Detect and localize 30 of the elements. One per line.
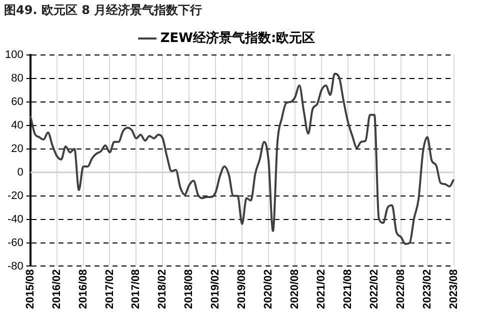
y-tick-label: -80 bbox=[7, 260, 24, 272]
y-tick-label: 80 bbox=[11, 72, 24, 84]
x-tick-label: 2017/02 bbox=[104, 269, 116, 310]
y-tick-label: 0 bbox=[17, 166, 24, 178]
x-tick-label: 2019/02 bbox=[210, 269, 222, 310]
y-tick-label: 100 bbox=[4, 49, 24, 62]
y-tick-label: -60 bbox=[7, 236, 24, 249]
x-tick-label: 2016/02 bbox=[50, 269, 63, 310]
y-tick-label: -20 bbox=[7, 190, 24, 202]
line-series bbox=[29, 72, 455, 245]
y-tick-label: 40 bbox=[11, 119, 24, 132]
x-tick-label: 2019/08 bbox=[236, 269, 248, 310]
y-tick-label: -40 bbox=[7, 213, 24, 226]
x-tick-label: 2020/02 bbox=[262, 269, 275, 310]
legend-label: ZEW经济景气指数:欧元区 bbox=[160, 30, 316, 46]
x-tick-label: 2018/08 bbox=[183, 269, 196, 310]
chart-title: 图49. 欧元区 8 月经济景气指数下行 bbox=[4, 2, 202, 19]
y-tick-label: 60 bbox=[11, 96, 24, 108]
x-tick-label: 2015/08 bbox=[24, 269, 36, 310]
x-tick-label: 2016/08 bbox=[77, 269, 90, 310]
x-tick-label: 2021/08 bbox=[342, 269, 354, 310]
x-tick-label: 2023/08 bbox=[448, 269, 460, 310]
y-tick-label: 20 bbox=[11, 142, 24, 155]
x-tick-label: 2017/08 bbox=[130, 269, 142, 310]
x-tick-label: 2022/02 bbox=[368, 269, 380, 310]
x-tick-label: 2021/02 bbox=[316, 269, 328, 310]
x-tick-label: 2022/08 bbox=[394, 269, 407, 310]
x-tick-label: 2018/02 bbox=[156, 269, 169, 310]
x-tick-label: 2023/02 bbox=[421, 269, 434, 310]
x-tick-label: 2020/08 bbox=[289, 269, 302, 310]
